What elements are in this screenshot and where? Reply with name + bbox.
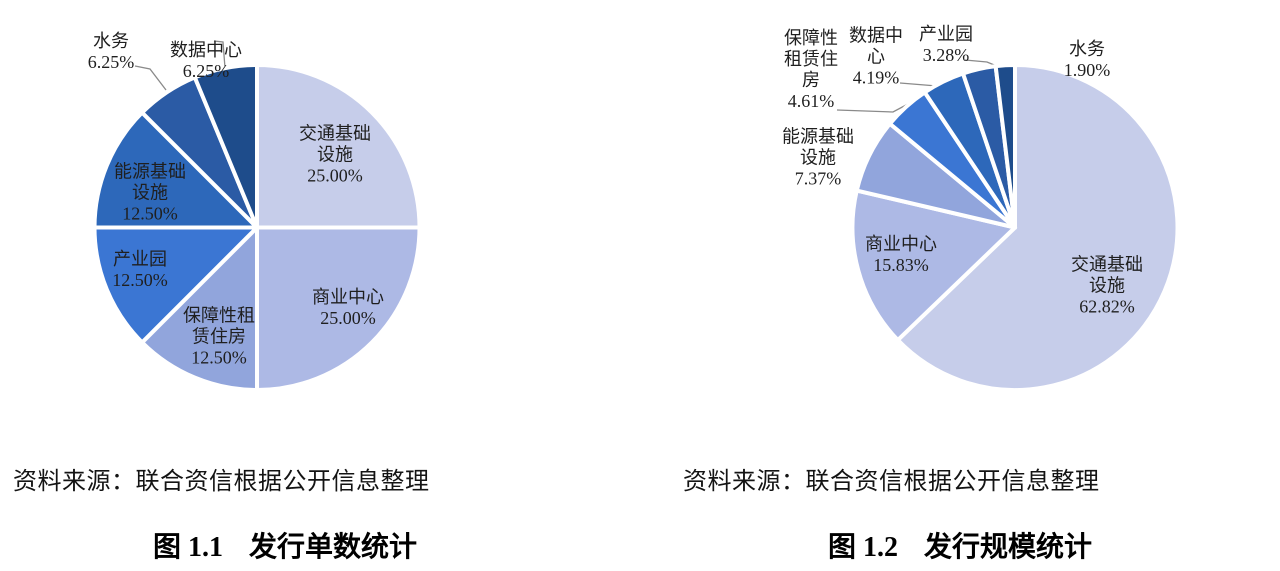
slice-label-name-line: 数据中心	[170, 40, 242, 60]
slice-label-name-line: 交通基础	[1071, 254, 1143, 275]
pie-slice-0-6	[192, 63, 259, 230]
pie-slice-0-2	[140, 225, 259, 392]
pie-outside-label-0-6: 数据中心 6.25%	[170, 40, 242, 82]
slice-label-name-line: 商业中心	[865, 234, 937, 254]
figure-caption-number: 图 1.2	[827, 532, 898, 563]
slice-label-percent: 25.00%	[320, 308, 376, 328]
pie-slice-0-3	[92, 225, 259, 345]
figure-caption-title: 发行单数统计	[249, 532, 418, 563]
slice-label-percent: 7.37%	[794, 168, 842, 189]
pie-outside-label-1-3: 保障性 租赁住房 4.61%	[784, 28, 838, 112]
slice-label-percent: 6.25%	[87, 52, 135, 72]
slice-label-name-line: 保障性租	[183, 305, 255, 326]
slice-label-name-line: 交通基础	[299, 123, 371, 144]
slice-label-name-line: 保障性	[784, 28, 838, 48]
pie-inside-label-0-3: 产业园 12.50%	[112, 249, 168, 291]
pie-outside-label-1-4: 数据中心 4.19%	[849, 26, 903, 89]
slice-label-percent: 12.50%	[122, 203, 178, 224]
pie-outside-label-1-5: 产业园 3.28%	[919, 24, 973, 66]
slice-label-name-line: 设施	[1089, 275, 1125, 296]
pie-outside-label-0-5: 水务 6.25%	[88, 31, 135, 73]
pie-inside-label-0-4: 能源基础 设施 12.50%	[114, 162, 186, 225]
pie-inside-label-0-1: 商业中心 25.00%	[312, 287, 384, 329]
slice-label-name-line: 水务	[1069, 39, 1105, 59]
leader-line	[134, 65, 167, 91]
source-note: 资料来源：联合资信根据公开信息整理	[683, 469, 1100, 495]
slice-label-name-line: 商业中心	[312, 287, 384, 307]
slice-label-name-line: 赁住房	[192, 326, 246, 347]
figure-caption-title: 发行规模统计	[924, 532, 1093, 563]
pie-slice-0-0	[255, 63, 422, 230]
slice-label-percent: 12.50%	[112, 270, 168, 290]
slice-label-name-line: 设施	[317, 144, 353, 165]
leader-line	[836, 103, 909, 113]
slice-label-percent: 3.28%	[922, 45, 970, 65]
figure-caption-number: 图 1.1	[152, 532, 223, 563]
slice-label-name-line: 能源基础	[114, 161, 186, 182]
slice-label-percent: 4.19%	[852, 67, 900, 88]
pie-outside-label-1-6: 水务 1.90%	[1064, 39, 1111, 81]
slice-label-name-line: 能源基础	[782, 126, 854, 147]
slice-label-percent: 12.50%	[191, 347, 247, 368]
slice-label-name-line: 产业园	[919, 24, 973, 44]
slice-label-percent: 6.25%	[182, 61, 230, 81]
pie-inside-label-0-2: 保障性租 赁住房 12.50%	[183, 306, 255, 369]
slice-label-percent: 15.83%	[873, 255, 929, 275]
pie-slice-0-4	[92, 110, 259, 230]
figure-caption: 图 1.2 发行规模统计	[828, 525, 1092, 565]
slice-label-percent: 4.61%	[787, 91, 835, 111]
slice-label-percent: 1.90%	[1063, 60, 1111, 80]
slice-label-name-line: 房	[802, 70, 820, 90]
slice-label-percent: 62.82%	[1079, 296, 1135, 317]
slice-label-name-line: 设施	[800, 147, 836, 168]
slice-label-name-line: 设施	[132, 182, 168, 203]
leader-line	[213, 40, 226, 69]
pie-inside-label-0-0: 交通基础 设施 25.00%	[299, 124, 371, 187]
slice-label-name-line: 数据中	[849, 25, 903, 46]
pie-inside-label-1-1: 商业中心 15.83%	[865, 234, 937, 276]
slice-label-percent: 25.00%	[307, 165, 363, 186]
pie-outside-label-1-2: 能源基础 设施 7.37%	[782, 127, 854, 190]
slice-label-name-line: 产业园	[113, 249, 167, 269]
figure-caption: 图 1.1 发行单数统计	[153, 525, 417, 565]
slice-label-name-line: 心	[867, 46, 885, 67]
source-note: 资料来源：联合资信根据公开信息整理	[13, 469, 430, 495]
pie-inside-label-1-0: 交通基础 设施 62.82%	[1071, 255, 1143, 318]
pie-slice-1-0	[895, 63, 1180, 392]
pie-slice-1-1	[850, 188, 1017, 343]
slice-label-name-line: 水务	[93, 31, 129, 51]
pie-slice-1-6	[993, 63, 1017, 230]
pie-slice-0-1	[255, 225, 422, 392]
slice-label-name-line: 租赁住	[784, 49, 838, 69]
